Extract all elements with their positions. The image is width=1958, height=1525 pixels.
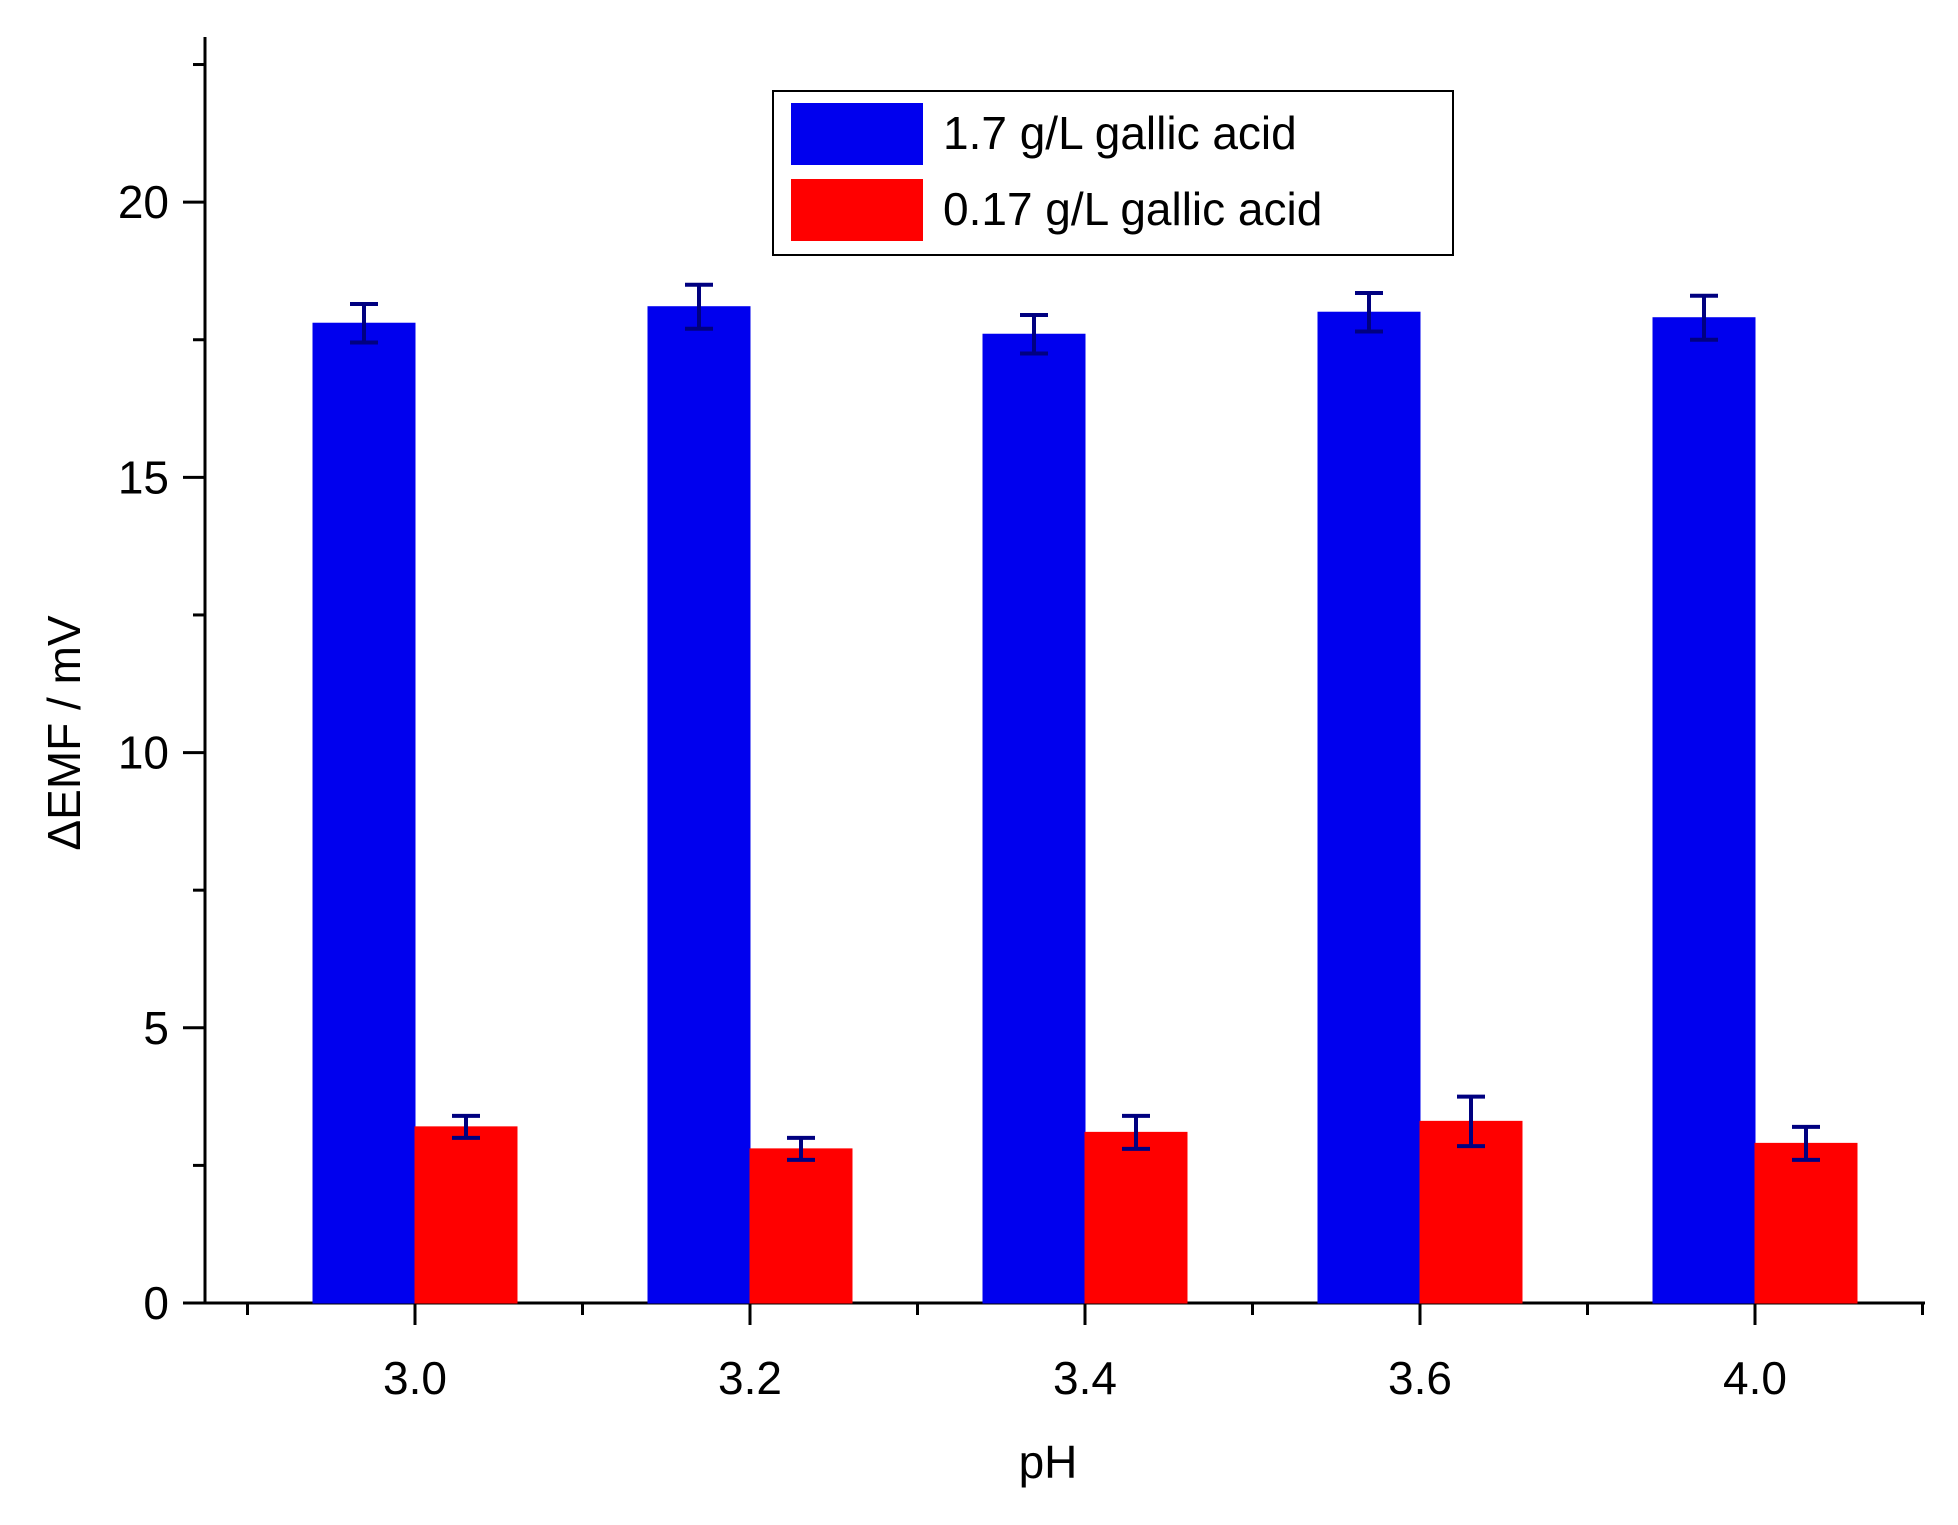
- y-tick-label: 20: [118, 176, 169, 228]
- y-tick-label: 15: [118, 451, 169, 503]
- bar-low-3: [1419, 1120, 1523, 1304]
- bar-high-4: [1652, 317, 1756, 1304]
- legend-label-1: 0.17 g/L gallic acid: [943, 183, 1322, 235]
- bars: [312, 306, 1858, 1304]
- y-axis-title: ΔEMF / mV: [38, 615, 90, 850]
- legend-swatch-0: [791, 103, 923, 165]
- bar-low-1: [749, 1148, 853, 1304]
- legend: 1.7 g/L gallic acid 0.17 g/L gallic acid: [772, 90, 1454, 256]
- x-tick-label: 4.0: [1723, 1352, 1787, 1404]
- labels: pH ΔEMF / mV 0 5 10 15 20 3.0 3.2 3.4 3.6 4.0: [38, 176, 1787, 1488]
- y-tick-label: 0: [143, 1277, 169, 1329]
- bar-high-1: [647, 306, 751, 1304]
- legend-swatch-1: [791, 179, 923, 241]
- y-tick-label: 5: [143, 1002, 169, 1054]
- bar-high-3: [1317, 311, 1421, 1304]
- error-bars: [350, 282, 1820, 1162]
- legend-label-0: 1.7 g/L gallic acid: [943, 107, 1297, 159]
- bar-low-0: [414, 1126, 518, 1304]
- bar-low-4: [1754, 1142, 1858, 1304]
- y-tick-label: 10: [118, 727, 169, 779]
- x-tick-label: 3.4: [1053, 1352, 1117, 1404]
- bar-low-2: [1084, 1131, 1188, 1304]
- x-tick-label: 3.0: [383, 1352, 447, 1404]
- bar-high-2: [982, 333, 1086, 1304]
- x-axis-title: pH: [1019, 1436, 1078, 1488]
- x-tick-label: 3.6: [1388, 1352, 1452, 1404]
- x-tick-label: 3.2: [718, 1352, 782, 1404]
- bar-high-0: [312, 322, 416, 1304]
